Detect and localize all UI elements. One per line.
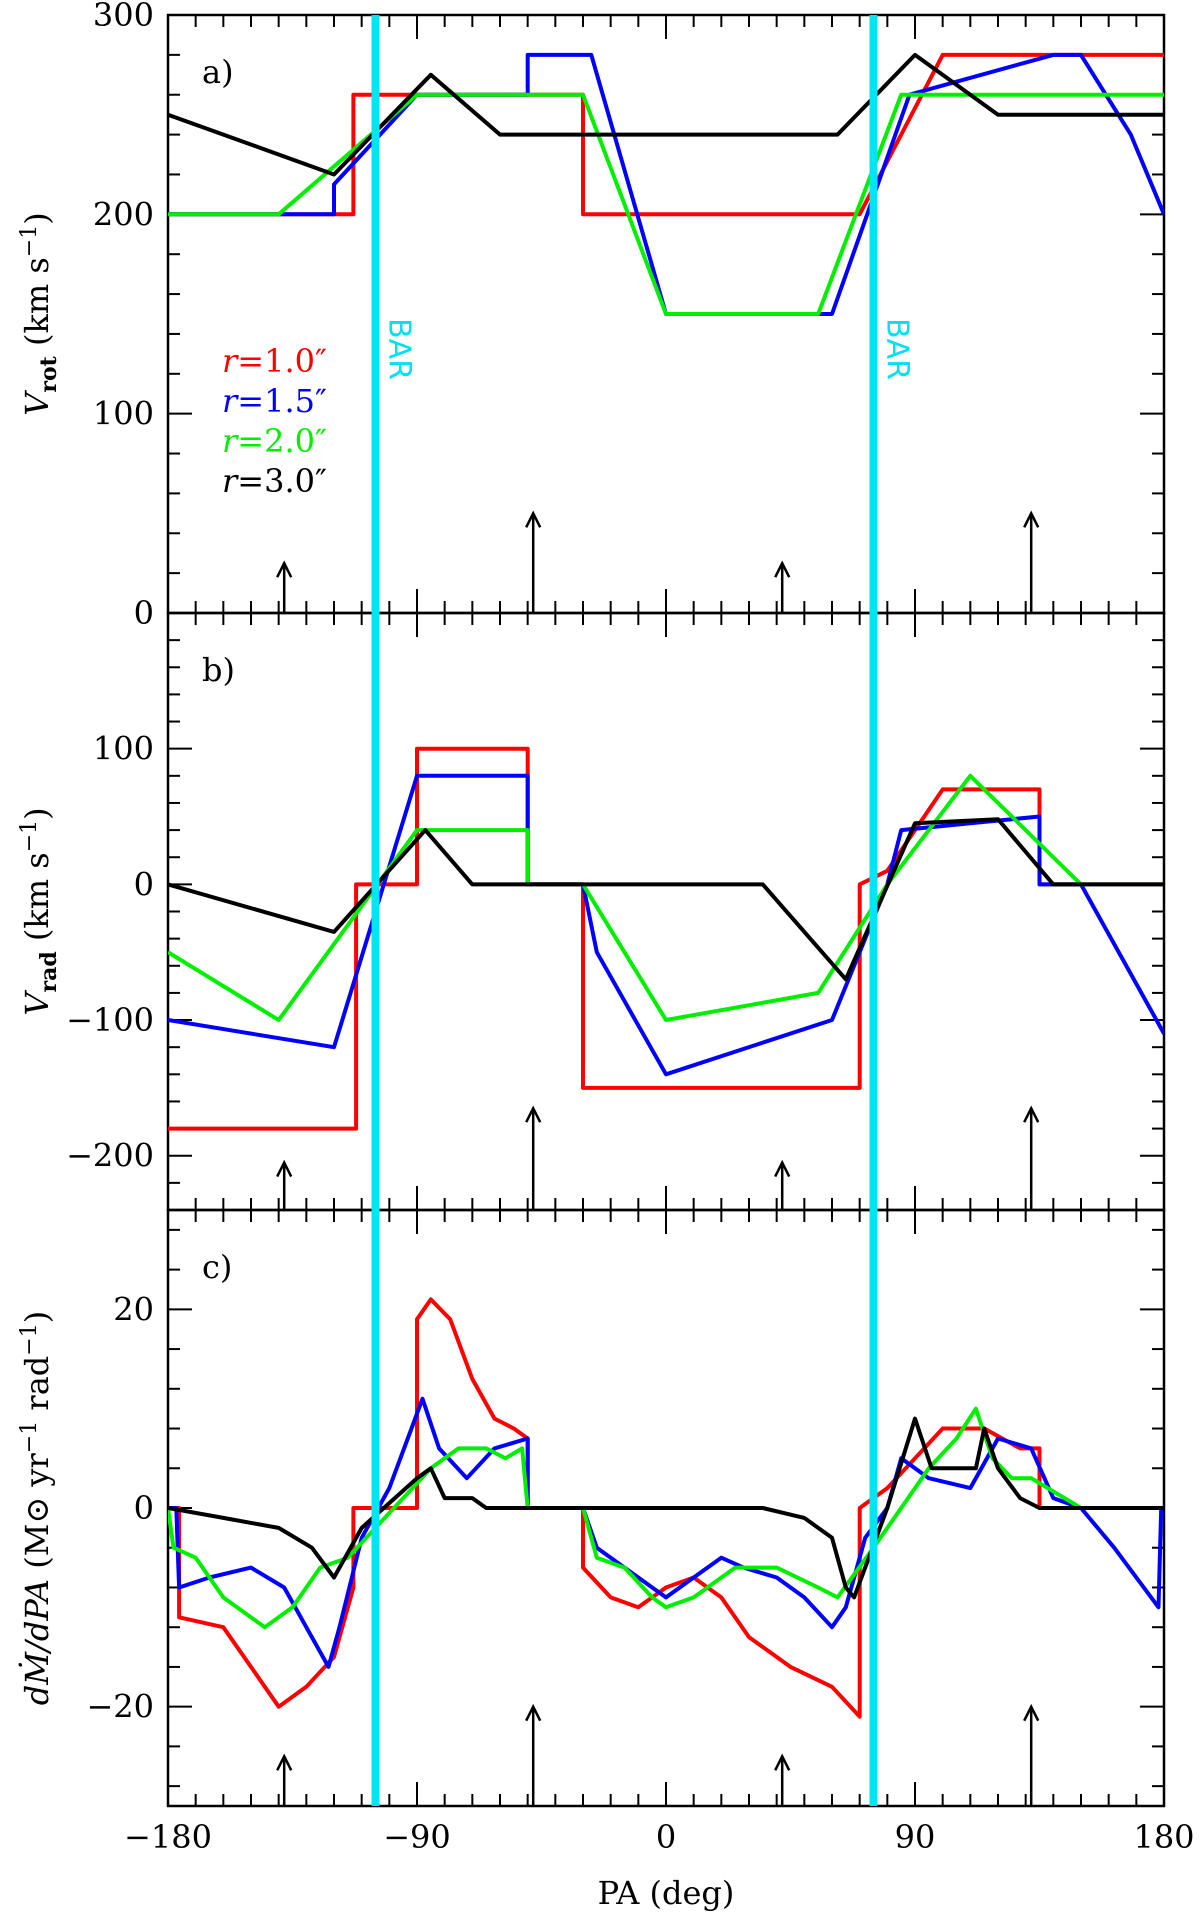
x-tick-label: −180 — [124, 1818, 212, 1856]
legend-item-r3: r=3.0″ — [222, 462, 327, 500]
series-line-r3 — [168, 52, 1164, 177]
legend-item-r2: r=2.0″ — [222, 422, 327, 460]
y-tick-label: 300 — [93, 0, 154, 34]
y-tick-label: 0 — [134, 594, 154, 632]
y-axis-title-sup: −1 — [17, 1421, 42, 1453]
y-tick-label: 0 — [134, 1489, 154, 1527]
arrow-icon — [1023, 1703, 1040, 1722]
legend-item-prefix: r — [222, 382, 239, 420]
legend-item-text: =3.0″ — [237, 462, 327, 500]
series-group — [168, 52, 1164, 316]
series-line-r3 — [168, 1416, 1164, 1600]
x-tick-label: −90 — [383, 1818, 451, 1856]
y-axis-title-units: (km s — [18, 257, 56, 356]
y-tick-label: −100 — [66, 1001, 154, 1039]
y-axis-title-main: V — [18, 390, 56, 416]
x-tick-label: 180 — [1133, 1818, 1194, 1856]
y-tick-label: 0 — [134, 865, 154, 903]
arrow-icon — [525, 510, 542, 528]
y-axis-title: Vrot (km s−1) — [17, 212, 62, 415]
y-tick-label: 200 — [93, 195, 154, 233]
y-axis-title-units: (M⊙ yr — [18, 1452, 56, 1578]
y-tick-label: 100 — [93, 730, 154, 768]
y-axis-title-close: ) — [18, 1311, 56, 1323]
series-line-r15 — [168, 773, 1164, 1077]
series-line-r15 — [168, 52, 1164, 316]
x-axis-title: PA (deg) — [598, 1874, 735, 1912]
y-tick-label: −20 — [86, 1688, 154, 1726]
series-line-r2 — [168, 1406, 1164, 1630]
arrow-icon — [1023, 510, 1040, 528]
series-line-r1 — [168, 746, 1164, 1131]
arrow-icon — [525, 1105, 542, 1123]
arrow-icon — [1023, 1105, 1040, 1123]
series-line-r2 — [168, 92, 1164, 316]
series-group — [168, 1297, 1164, 1719]
legend-item-prefix: r — [222, 462, 239, 500]
arrow-icon — [774, 1753, 791, 1771]
y-tick-label: 100 — [93, 395, 154, 433]
series-line-r15 — [168, 1396, 1164, 1669]
panel-label: c) — [202, 1248, 232, 1286]
bar-label: BAR — [880, 318, 915, 380]
legend-item-text: =1.0″ — [237, 342, 327, 380]
series-group — [168, 746, 1164, 1131]
x-tick-label: 0 — [656, 1818, 676, 1856]
arrow-icon — [276, 560, 293, 578]
arrow-icon — [276, 1159, 293, 1178]
panel-label: b) — [202, 651, 235, 689]
y-axis-title: dṀ/dPA (M⊙ yr−1 rad−1) — [17, 1311, 56, 1705]
legend-item-text: =2.0″ — [237, 422, 327, 460]
y-axis-title-tail: rad — [18, 1356, 56, 1421]
y-axis-title-sub: rad — [36, 951, 62, 992]
legend-item-prefix: r — [222, 342, 239, 380]
y-tick-label: −200 — [66, 1137, 154, 1175]
legend: r=1.0″r=1.5″r=2.0″r=3.0″ — [222, 342, 327, 500]
y-axis-title-main: V — [18, 990, 56, 1016]
panel-a: 0 100 200 300 Vrot (km s−1) a) — [17, 0, 1166, 632]
legend-item-r15: r=1.5″ — [222, 382, 327, 420]
arrow-icon — [525, 1703, 542, 1722]
bar-label: BAR — [382, 318, 417, 380]
arrow-icon — [774, 1159, 791, 1178]
y-axis-title-units: (km s — [18, 852, 56, 951]
panel-b: −200 −100 0 100 Vrad (km s−1) b) — [17, 611, 1166, 1212]
y-axis-title-sup2: −1 — [17, 1323, 42, 1355]
legend-item-text: =1.5″ — [237, 382, 327, 420]
y-axis-title-sup: −1 — [17, 225, 42, 257]
panel-label: a) — [202, 53, 234, 91]
arrow-icon — [276, 1753, 293, 1771]
y-axis-title-close: ) — [18, 807, 56, 819]
y-axis-title-sub: rot — [36, 355, 62, 392]
x-tick-label: 90 — [895, 1818, 936, 1856]
y-axis-title-main: dṀ/dPA — [18, 1579, 56, 1705]
series-line-r3 — [168, 817, 1164, 982]
y-tick-label: 20 — [113, 1290, 154, 1328]
y-axis-title: Vrad (km s−1) — [17, 807, 62, 1015]
legend-item-prefix: r — [222, 422, 239, 460]
arrow-icon — [774, 560, 791, 578]
bar-lines: BAR BAR — [371, 15, 915, 1806]
y-axis-title-close: ) — [18, 212, 56, 224]
legend-item-r1: r=1.0″ — [222, 342, 327, 380]
y-axis-title-sup: −1 — [17, 820, 42, 852]
series-line-r2 — [168, 773, 1164, 1022]
